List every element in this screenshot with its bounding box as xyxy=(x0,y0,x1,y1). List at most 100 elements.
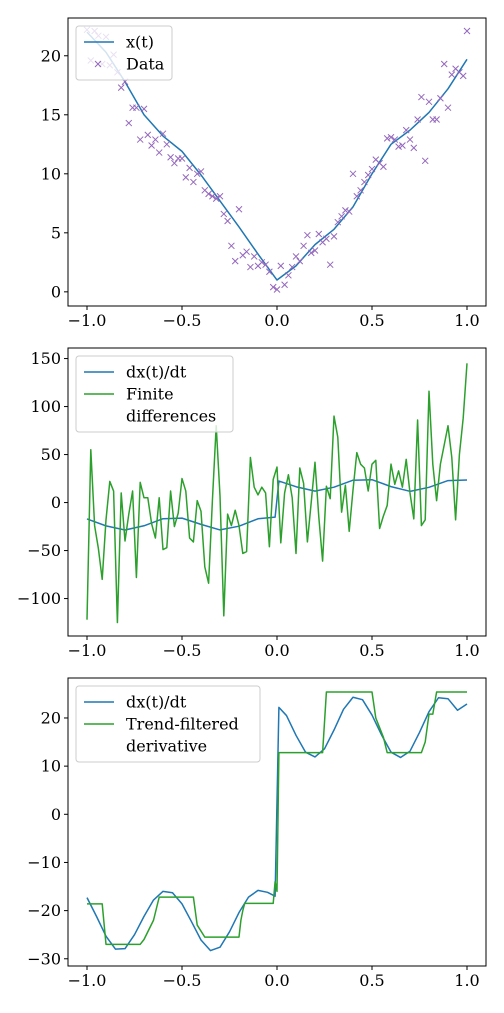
chart-panel-2: −1.0 −0.5 0.0 0.5 1.0 −100 −50 0 50 100 150 dx(t)/d… xyxy=(17,347,487,660)
data-point-marker xyxy=(364,171,372,179)
series-1-line xyxy=(86,696,468,952)
data-point-marker xyxy=(368,165,376,173)
data-point-marker xyxy=(285,271,292,279)
data-point-marker xyxy=(399,142,406,149)
data-point-marker xyxy=(437,94,444,102)
data-point-marker xyxy=(209,192,216,200)
data-point-marker xyxy=(357,186,364,194)
data-point-marker xyxy=(304,231,311,239)
y-tick-label: 0 xyxy=(51,493,61,512)
x-tick-label: −1.0 xyxy=(68,641,107,660)
data-point-marker xyxy=(186,164,193,172)
data-point-marker xyxy=(178,155,186,162)
data-point-marker xyxy=(444,104,452,112)
data-point-marker xyxy=(228,242,235,250)
x-tick-label: 0.0 xyxy=(264,641,289,660)
x-tick-label: 0.5 xyxy=(359,971,384,990)
x-tick-label: −0.5 xyxy=(163,641,202,660)
data-point-marker xyxy=(300,242,307,250)
legend-label: derivative xyxy=(126,737,207,756)
y-tick-label: −20 xyxy=(27,901,61,920)
data-point-marker xyxy=(190,178,197,186)
data-point-marker xyxy=(323,235,330,243)
data-point-marker xyxy=(243,248,250,256)
data-point-marker xyxy=(292,253,300,260)
data-point-marker xyxy=(235,205,243,213)
data-point-marker xyxy=(231,257,239,265)
data-point-marker xyxy=(281,281,288,289)
data-point-marker xyxy=(140,105,148,113)
y-tick-label: −10 xyxy=(27,853,61,872)
data-point-marker xyxy=(440,60,448,68)
data-point-marker xyxy=(353,192,361,200)
legend: dx(t)/dt Finite differences xyxy=(75,355,234,433)
legend-box xyxy=(75,685,261,763)
data-point-marker xyxy=(117,84,125,91)
data-point-marker xyxy=(387,133,395,141)
y-tick-label: 15 xyxy=(41,105,61,124)
legend-label: Data xyxy=(126,55,165,74)
series-2-line xyxy=(87,691,467,946)
data-point-marker xyxy=(193,170,201,178)
data-point-marker xyxy=(296,257,304,265)
data-point-marker xyxy=(220,210,228,218)
data-point-marker xyxy=(262,261,269,269)
data-point-marker xyxy=(402,126,410,134)
data-point-marker xyxy=(159,130,167,138)
y-tick-label: 0 xyxy=(51,805,61,824)
data-point-marker xyxy=(448,71,456,79)
data-point-marker xyxy=(345,208,353,215)
data-point-marker xyxy=(258,258,266,266)
data-point-marker xyxy=(171,159,178,167)
data-point-marker xyxy=(152,136,159,143)
x-tick-label: 1.0 xyxy=(454,971,479,990)
data-point-marker xyxy=(125,119,133,127)
data-point-marker xyxy=(133,104,140,112)
x-tick-label: 0.5 xyxy=(359,311,384,330)
legend-label: Trend-filtered xyxy=(126,715,239,734)
legend-label: Finite xyxy=(126,385,174,404)
data-point-marker xyxy=(288,263,296,271)
data-point-marker xyxy=(182,173,190,181)
legend: x(t) Data xyxy=(75,25,173,81)
data-point-marker xyxy=(311,247,319,254)
data-point-marker xyxy=(273,286,281,293)
y-tick-label: −100 xyxy=(17,589,61,608)
data-point-marker xyxy=(205,190,212,198)
legend-marker xyxy=(94,60,102,68)
y-tick-label: 100 xyxy=(30,397,61,416)
data-point-marker xyxy=(383,135,391,142)
data-point-marker xyxy=(338,212,345,220)
y-tick-label: 0 xyxy=(51,282,61,301)
data-point-marker xyxy=(136,136,144,143)
y-tick-label: 50 xyxy=(41,445,61,464)
y-tick-label: −50 xyxy=(27,541,61,560)
series-2-line xyxy=(86,363,468,624)
data-point-marker xyxy=(349,170,357,178)
x-tick-label: −1.0 xyxy=(68,311,107,330)
y-tick-label: 20 xyxy=(41,46,61,65)
data-point-marker xyxy=(250,253,258,260)
data-point-marker xyxy=(277,262,285,270)
x-tick-label: −1.0 xyxy=(68,971,107,990)
y-tick-label: −30 xyxy=(27,949,61,968)
y-tick-label: 20 xyxy=(41,708,61,727)
data-point-marker xyxy=(266,268,273,276)
data-point-marker xyxy=(410,144,418,152)
legend-box xyxy=(75,355,234,433)
data-point-marker xyxy=(155,149,163,156)
data-point-marker xyxy=(334,218,342,226)
data-point-marker xyxy=(148,142,155,149)
data-point-marker xyxy=(459,72,467,80)
x-tick-label: 0.0 xyxy=(264,971,289,990)
data-point-marker xyxy=(163,140,171,148)
y-tick-label: 10 xyxy=(41,164,61,183)
data-point-marker xyxy=(406,136,414,143)
data-point-marker xyxy=(421,157,429,165)
data-point-marker xyxy=(418,93,425,101)
data-point-marker xyxy=(326,261,334,269)
data-point-marker xyxy=(342,207,349,214)
x-tick-label: 0.5 xyxy=(359,641,384,660)
